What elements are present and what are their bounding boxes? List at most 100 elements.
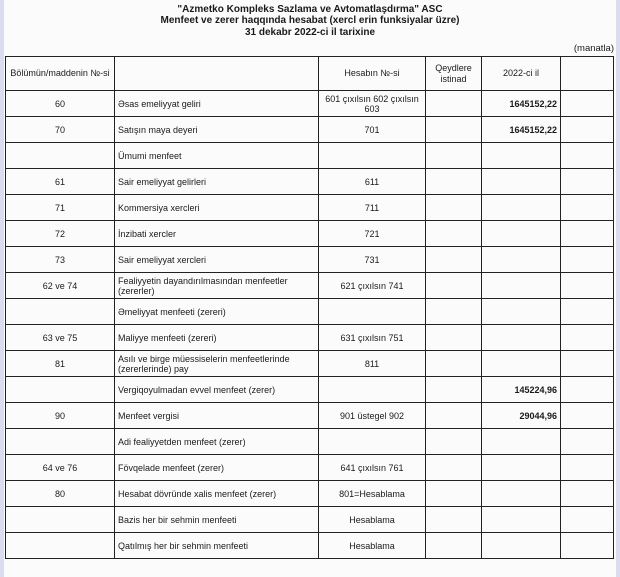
row-name: Vergiqoyulmadan evvel menfeet (zerer) [114, 376, 319, 403]
row-extra [560, 220, 614, 247]
row-account: 801=Hesablama [318, 480, 426, 507]
row-code [5, 506, 115, 533]
table-row: Ümumi menfeet [5, 142, 614, 169]
table-row: Adi fealiyyetden menfeet (zerer) [5, 428, 614, 455]
row-extra [560, 428, 614, 455]
row-note [425, 376, 482, 403]
table-row: 80 Hesabat dövründe xalis menfeet (zerer)… [5, 480, 614, 507]
row-account: 631 çıxılsın 751 [318, 324, 426, 351]
row-name: Fealiyyetin dayandırılmasından menfeetle… [114, 272, 319, 299]
row-note [425, 454, 482, 481]
table-row: Bazis her bir sehmin menfeeti Hesablama [5, 506, 614, 533]
row-name: Sair emeliyyat gelirleri [114, 168, 319, 195]
row-code: 60 [5, 90, 115, 117]
row-account: 701 [318, 116, 426, 143]
row-value: 1645152,22 [481, 90, 561, 117]
income-statement-table: Bölümün/maddenin №-si Hesabın №-si Qeydl… [5, 56, 614, 559]
row-code: 63 ve 75 [5, 324, 115, 351]
row-value [481, 532, 561, 559]
row-extra [560, 480, 614, 507]
row-note [425, 298, 482, 325]
row-extra [560, 454, 614, 481]
row-extra [560, 246, 614, 273]
row-code: 70 [5, 116, 115, 143]
row-extra [560, 90, 614, 117]
currency-unit: (manatla) [573, 43, 614, 54]
report-title: Menfeet ve zerer haqqında hesabat (xercl… [160, 15, 460, 26]
row-extra [560, 194, 614, 221]
table-row: 73 Sair emeliyyat xercleri 731 [5, 246, 614, 273]
row-value [481, 350, 561, 377]
table-row: Vergiqoyulmadan evvel menfeet (zerer) 145… [5, 376, 614, 403]
row-account: Hesablama [318, 532, 426, 559]
row-name: İnzibati xercler [114, 220, 319, 247]
row-extra [560, 376, 614, 403]
row-extra [560, 116, 614, 143]
row-name: Fövqelade menfeet (zerer) [114, 454, 319, 481]
row-name: Asılı ve birge müessiselerin menfeetleri… [114, 350, 319, 377]
row-account: 811 [318, 350, 426, 377]
row-extra [560, 272, 614, 299]
row-note [425, 142, 482, 169]
row-extra [560, 532, 614, 559]
row-code [5, 428, 115, 455]
row-account: 731 [318, 246, 426, 273]
row-extra [560, 168, 614, 195]
row-note [425, 324, 482, 351]
row-value: 29044,96 [481, 402, 561, 429]
row-name: Adi fealiyyetden menfeet (zerer) [114, 428, 319, 455]
row-value: 1645152,22 [481, 116, 561, 143]
row-account [318, 428, 426, 455]
row-account: Hesablama [318, 506, 426, 533]
row-code: 61 [5, 168, 115, 195]
row-account: 721 [318, 220, 426, 247]
row-account [318, 376, 426, 403]
table-row: 61 Sair emeliyyat gelirleri 611 [5, 168, 614, 195]
row-name: Qatılmış her bir sehmin menfeeti [114, 532, 319, 559]
table-row: Əmeliyyat menfeeti (zereri) [5, 298, 614, 325]
row-code: 90 [5, 402, 115, 429]
row-account [318, 142, 426, 169]
table-row: 70 Satışın maya deyeri 701 1645152,22 [5, 116, 614, 143]
row-name: Menfeet vergisi [114, 402, 319, 429]
table-row: 62 ve 74 Fealiyyetin dayandırılmasından m… [5, 272, 614, 299]
col-extra-header [560, 56, 614, 91]
row-extra [560, 298, 614, 325]
col-note-header: Qeydlere istinad [425, 56, 482, 91]
row-account [318, 298, 426, 325]
row-note [425, 90, 482, 117]
table-row: 90 Menfeet vergisi 901 üstegel 902 29044,96 [5, 402, 614, 429]
row-account: 641 çıxılsın 761 [318, 454, 426, 481]
row-account: 711 [318, 194, 426, 221]
row-code: 62 ve 74 [5, 272, 115, 299]
row-name: Maliyye menfeeti (zereri) [114, 324, 319, 351]
row-value [481, 454, 561, 481]
company-name: "Azmetko Kompleks Sazlama ve Avtomatlaşd… [177, 4, 443, 15]
row-name: Sair emeliyyat xercleri [114, 246, 319, 273]
report-date: 31 dekabr 2022-ci il tarixine [244, 27, 376, 38]
row-note [425, 220, 482, 247]
row-name: Bazis her bir sehmin menfeeti [114, 506, 319, 533]
row-note [425, 272, 482, 299]
col-account-header: Hesabın №-si [318, 56, 426, 91]
row-account: 621 çıxılsın 741 [318, 272, 426, 299]
table-row: 64 ve 76 Fövqelade menfeet (zerer) 641 çıx… [5, 454, 614, 481]
row-note [425, 246, 482, 273]
row-name: Satışın maya deyeri [114, 116, 319, 143]
row-value [481, 324, 561, 351]
row-account: 611 [318, 168, 426, 195]
row-code [5, 532, 115, 559]
row-note [425, 168, 482, 195]
row-value [481, 272, 561, 299]
row-name: Kommersiya xercleri [114, 194, 319, 221]
col-code-header: Bölümün/maddenin №-si [5, 56, 115, 91]
row-code: 64 ve 76 [5, 454, 115, 481]
row-account: 901 üstegel 902 [318, 402, 426, 429]
table-row: 63 ve 75 Maliyye menfeeti (zereri) 631 çıx… [5, 324, 614, 351]
row-value [481, 220, 561, 247]
row-value [481, 298, 561, 325]
row-note [425, 350, 482, 377]
row-code: 80 [5, 480, 115, 507]
row-extra [560, 142, 614, 169]
row-value [481, 428, 561, 455]
